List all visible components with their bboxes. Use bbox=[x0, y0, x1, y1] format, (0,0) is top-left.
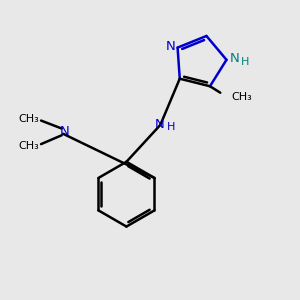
Text: N: N bbox=[230, 52, 240, 65]
Text: CH₃: CH₃ bbox=[18, 114, 39, 124]
Text: CH₃: CH₃ bbox=[231, 92, 252, 102]
Text: N: N bbox=[60, 125, 70, 138]
Text: N: N bbox=[155, 118, 165, 131]
Text: H: H bbox=[167, 122, 175, 132]
Text: H: H bbox=[241, 57, 249, 67]
Text: N: N bbox=[166, 40, 176, 53]
Text: CH₃: CH₃ bbox=[18, 141, 39, 151]
